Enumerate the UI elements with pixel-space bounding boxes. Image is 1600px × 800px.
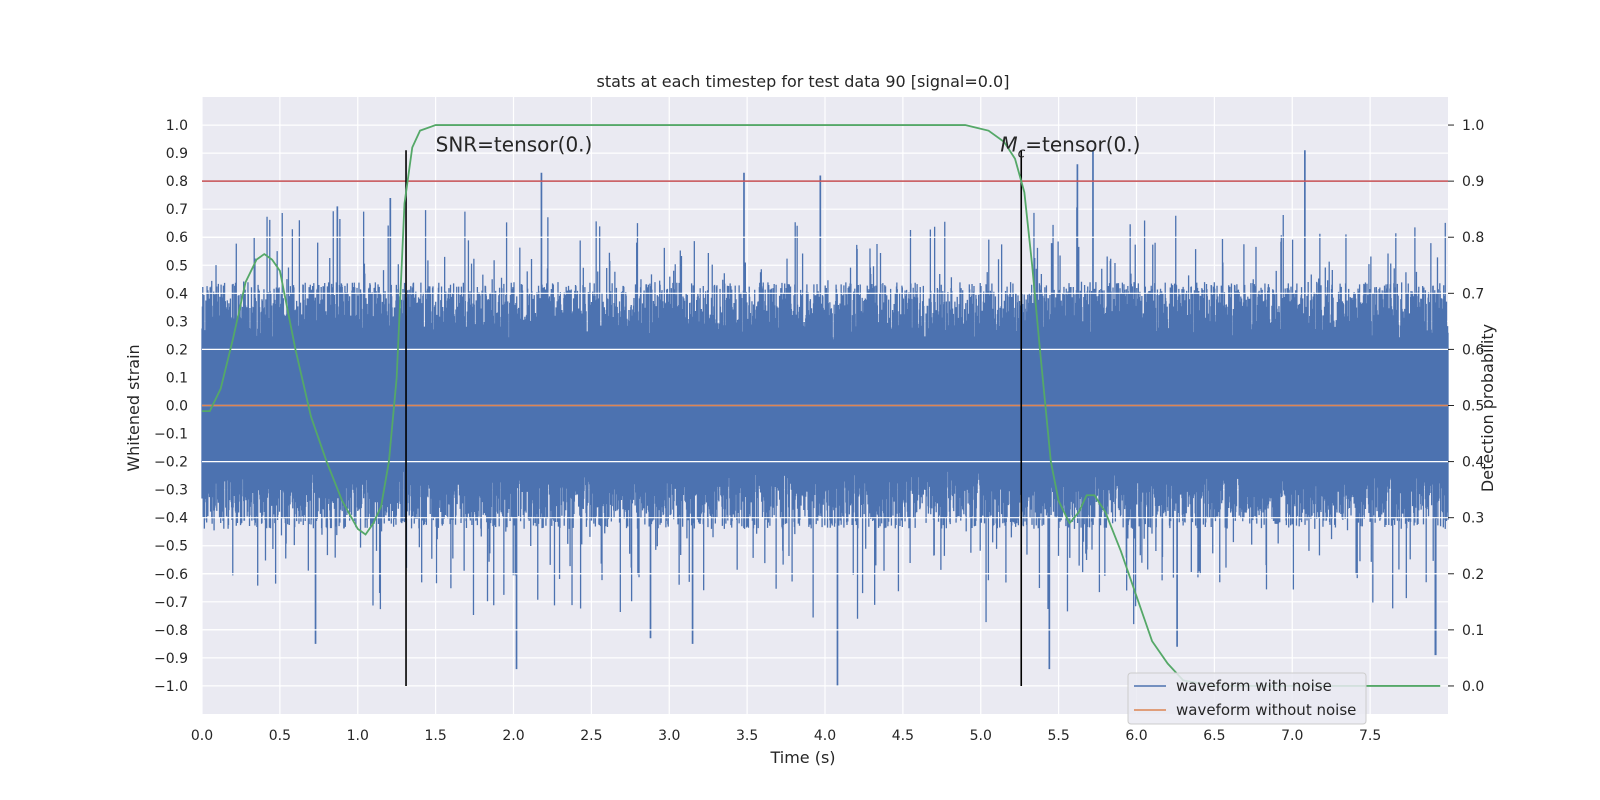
x-tick-label: 7.0 — [1281, 728, 1303, 744]
y-tick-label: −0.4 — [154, 511, 188, 527]
x-tick-label: 2.5 — [580, 728, 602, 744]
x-tick-label: 0.5 — [269, 728, 291, 744]
y-tick-label: 0.6 — [166, 230, 188, 246]
x-axis-label: Time (s) — [769, 748, 835, 767]
y2-axis-ticks: 1.0 0.9 0.8 0.7 0.6 0.5 0.4 0.3 0.2 0.1 0.0 — [1448, 118, 1484, 695]
y-tick-label: −0.9 — [154, 651, 188, 667]
y2-tick-label: 0.1 — [1462, 623, 1484, 639]
annotation-math-symbol: M — [1000, 132, 1017, 156]
legend-label-noise: waveform with noise — [1176, 677, 1332, 695]
x-tick-label: 2.0 — [502, 728, 524, 744]
y-tick-label: −0.2 — [154, 455, 188, 471]
legend-box — [1127, 672, 1367, 725]
legend-label-clean: waveform without noise — [1176, 701, 1356, 719]
y-tick-label: 0.2 — [166, 342, 188, 358]
y-axis-label: Whitened strain — [124, 344, 143, 471]
y2-tick-label: 0.3 — [1462, 511, 1484, 527]
annotations: SNR=tensor(0.) Mc=tensor(0.) — [436, 132, 1141, 161]
y2-tick-label: 0.8 — [1462, 230, 1484, 246]
y2-tick-label: 1.0 — [1462, 118, 1484, 134]
x-tick-label: 1.5 — [424, 728, 446, 744]
x-axis-ticks: 0.0 0.5 1.0 1.5 2.0 2.5 3.0 3.5 4.0 4.5 5.0 5.5 6.0 6… — [191, 728, 1381, 744]
y-tick-label: 0.0 — [166, 399, 188, 415]
y2-tick-label: 0.5 — [1462, 399, 1484, 415]
x-tick-label: 4.5 — [892, 728, 914, 744]
chart-title: stats at each timestep for test data 90 … — [597, 72, 1010, 91]
y-tick-label: −0.7 — [154, 595, 188, 611]
x-tick-label: 6.5 — [1203, 728, 1225, 744]
y-tick-label: 0.1 — [166, 370, 188, 386]
y-tick-label: −0.1 — [154, 427, 188, 443]
annotation-chirp-mass: Mc=tensor(0.) — [1000, 132, 1140, 161]
y-tick-label: 0.5 — [166, 258, 188, 274]
y2-tick-label: 0.4 — [1462, 455, 1484, 471]
x-tick-label: 4.0 — [814, 728, 836, 744]
x-tick-label: 5.0 — [970, 728, 992, 744]
y-tick-label: 0.8 — [166, 174, 188, 190]
y-tick-label: 0.3 — [166, 314, 188, 330]
legend: waveform with noise waveform without noi… — [1127, 672, 1367, 725]
x-tick-label: 6.0 — [1125, 728, 1147, 744]
x-tick-label: 3.5 — [736, 728, 758, 744]
detection-probability-line — [202, 124, 1441, 687]
y-tick-label: −0.6 — [154, 567, 188, 583]
y-tick-label: −0.3 — [154, 483, 188, 499]
y-tick-label: −1.0 — [154, 679, 188, 695]
y-tick-label: 0.7 — [166, 202, 188, 218]
x-tick-label: 3.0 — [658, 728, 680, 744]
y-tick-label: 1.0 — [166, 118, 188, 134]
y-tick-label: −0.8 — [154, 623, 188, 639]
annotation-snr: SNR=tensor(0.) — [436, 132, 593, 156]
y2-axis-label: Detection probability — [1478, 324, 1497, 492]
x-tick-label: 7.5 — [1359, 728, 1381, 744]
x-tick-label: 5.5 — [1047, 728, 1069, 744]
x-tick-label: 0.0 — [191, 728, 213, 744]
annotation-math-subscript: c — [1018, 145, 1026, 161]
y2-tick-label: 0.6 — [1462, 342, 1484, 358]
y2-tick-label: 0.7 — [1462, 286, 1484, 302]
y-tick-label: 0.4 — [166, 286, 188, 302]
y-tick-label: −0.5 — [154, 539, 188, 555]
x-tick-label: 1.0 — [347, 728, 369, 744]
y-axis-ticks: 1.0 0.9 0.8 0.7 0.6 0.5 0.4 0.3 0.2 0.1 0.0 −0.1 −0.… — [154, 118, 188, 695]
y-tick-label: 0.9 — [166, 146, 188, 162]
y2-tick-label: 0.2 — [1462, 567, 1484, 583]
y2-tick-label: 0.9 — [1462, 174, 1484, 190]
y2-tick-label: 0.0 — [1462, 679, 1484, 695]
annotation-value: =tensor(0.) — [1025, 132, 1140, 156]
